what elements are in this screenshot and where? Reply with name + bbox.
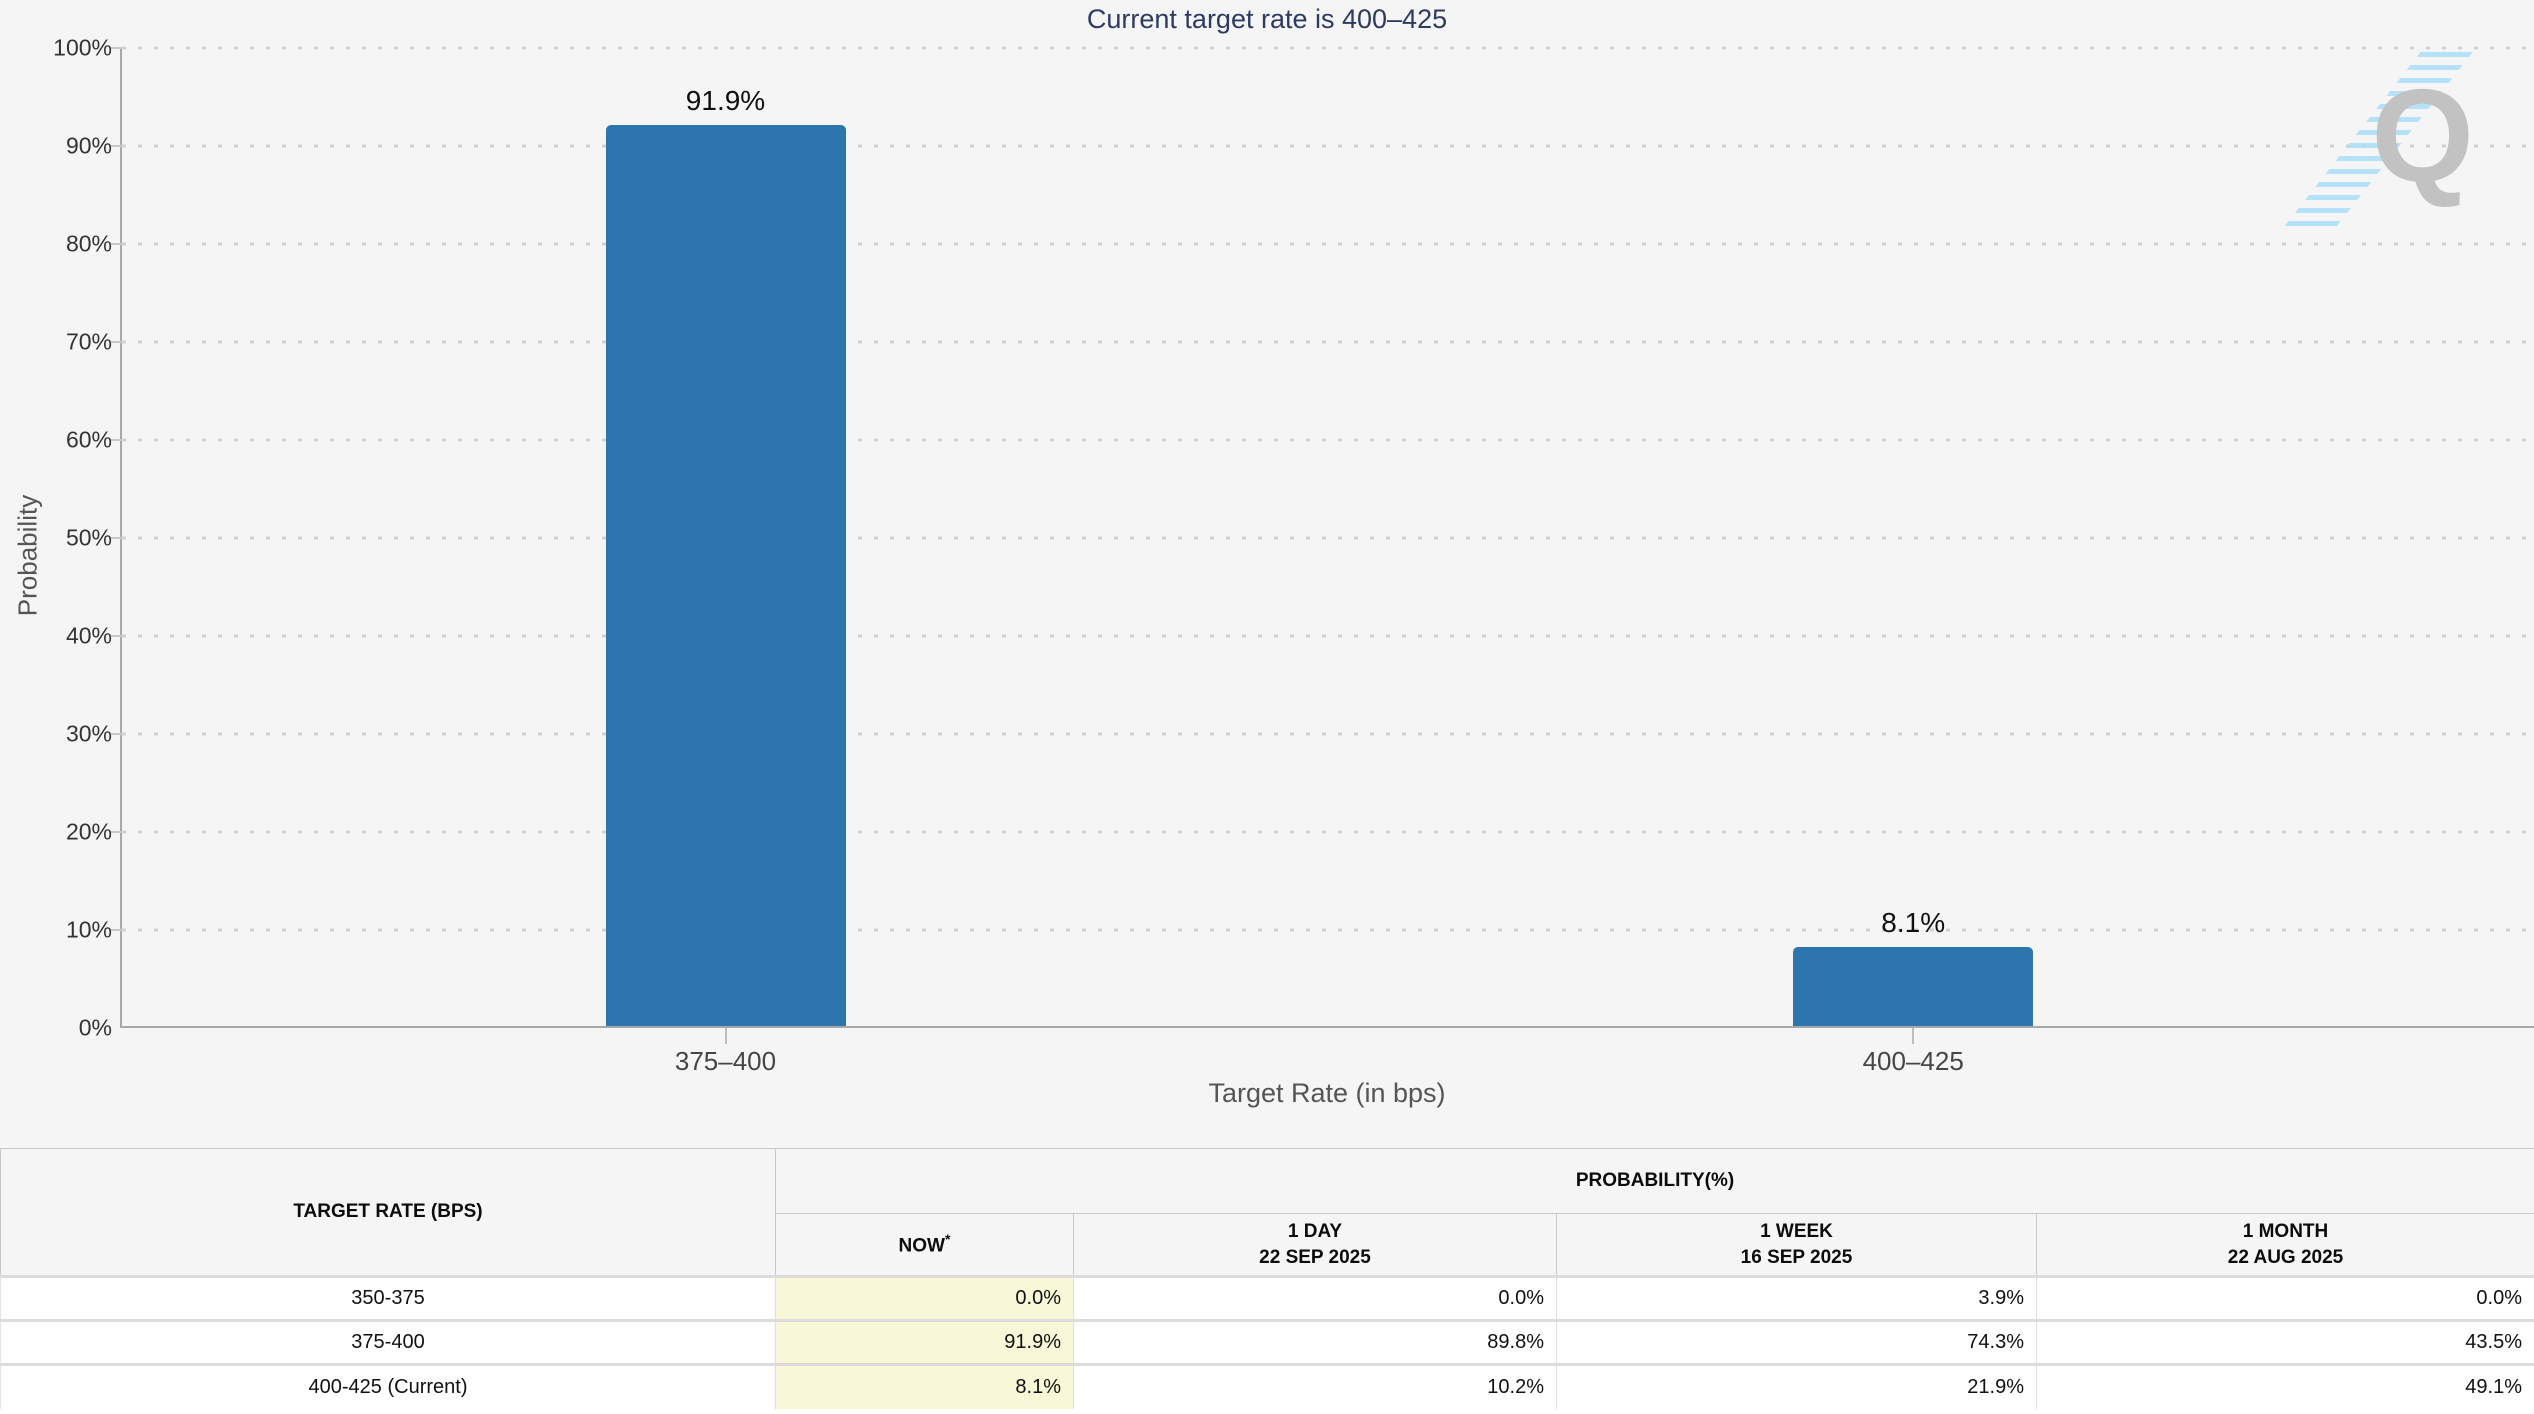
now-probability-cell: 8.1% [775,1364,1074,1409]
y-tick-label: 30% [65,720,112,747]
table-row: 400-425 (Current) 8.1% 10.2% 21.9% 49.1% [0,1364,2534,1409]
probability-table: TARGET RATE (BPS) PROBABILITY(%) NOW* 1 … [0,1148,2534,1409]
gridline [122,830,2534,834]
y-axis-tick [110,341,122,343]
gridline [122,536,2534,540]
gridline [122,144,2534,148]
gridline [122,732,2534,736]
y-axis-tick [110,243,122,245]
table-row: 350-375 0.0% 0.0% 3.9% 0.0% [0,1276,2534,1321]
column-label: 1 DAY [1287,1220,1343,1242]
now-footnote-marker: * [944,1231,951,1248]
probability-cell: 74.3% [1556,1320,2037,1365]
y-axis-title: Probability [12,494,43,617]
probability-cell: 49.1% [2035,1364,2534,1409]
x-axis-title: Target Rate (in bps) [1208,1078,1446,1108]
y-tick-label: 20% [65,818,112,845]
target-rate-cell: 375-400 [0,1320,776,1365]
y-tick-label: 0% [78,1014,112,1041]
x-tick-label: 375–400 [674,1046,777,1076]
probability-table-section: TARGET RATE (BPS) PROBABILITY(%) NOW* 1 … [0,1148,2534,1409]
logo-q-icon: Q [2371,62,2474,209]
y-tick-label: 100% [53,34,112,61]
y-tick-label: 70% [65,328,112,355]
target-rate-header: TARGET RATE (BPS) [0,1148,776,1277]
column-header-1month: 1 MONTH 22 AUG 2025 [2035,1213,2534,1277]
y-axis-tick [110,733,122,735]
y-axis-tick [110,47,122,49]
bar-value-label: 8.1% [1881,906,1946,938]
y-tick-label: 80% [65,230,112,257]
target-rate-cell: 350-375 [0,1276,776,1321]
column-header-1day: 1 DAY 22 SEP 2025 [1073,1213,1557,1277]
probability-cell: 0.0% [1073,1276,1557,1321]
probability-cell: 3.9% [1556,1276,2037,1321]
y-tick-label: 50% [65,524,112,551]
y-axis-tick [110,831,122,833]
gridline [122,46,2534,50]
gridline [122,634,2534,638]
probability-cell: 89.8% [1073,1320,1557,1365]
probability-group-header: PROBABILITY(%) [774,1148,2534,1214]
probability-cell: 43.5% [2035,1320,2534,1365]
gridline [122,242,2534,246]
gridline [122,340,2534,344]
column-date: 22 AUG 2025 [2227,1246,2344,1268]
x-axis-tick [724,1028,727,1044]
now-probability-cell: 91.9% [775,1320,1074,1365]
probability-bar-400-425[interactable] [1793,946,2034,1026]
y-tick-label: 60% [65,426,112,453]
column-label: 1 MONTH [2242,1220,2329,1242]
probability-bar-375-400[interactable] [605,125,846,1026]
x-axis-tick [1912,1028,1915,1044]
plot-area: 0% 10% 20% 30% 40% 50% 60% 70% 80% 90% 100% 91.9% 37… [53,35,2534,1076]
probability-cell: 0.0% [2035,1276,2534,1321]
y-tick-label: 40% [65,622,112,649]
gridline [122,928,2534,932]
y-tick-label: 10% [65,916,112,943]
target-rate-cell: 400-425 (Current) [0,1364,776,1409]
probability-cell: 10.2% [1073,1364,1557,1409]
gridline [122,438,2534,442]
x-tick-label: 400–425 [1862,1046,1964,1076]
bar-value-label: 91.9% [685,85,766,117]
now-probability-cell: 0.0% [775,1276,1074,1321]
y-axis-tick [110,145,122,147]
y-axis-tick [110,929,122,931]
chart-title: Current target rate is 400–425 [1086,4,1448,34]
y-axis-tick [110,635,122,637]
probability-cell: 21.9% [1556,1364,2037,1409]
y-axis-tick [110,537,122,539]
column-header-now: NOW* [775,1213,1074,1277]
table-row: 375-400 91.9% 89.8% 74.3% 43.5% [0,1320,2534,1365]
column-header-1week: 1 WEEK 16 SEP 2025 [1556,1213,2037,1277]
column-date: 16 SEP 2025 [1740,1246,1853,1268]
quikstrike-logo: Q [2283,52,2486,232]
column-label: 1 WEEK [1760,1220,1833,1242]
now-label: NOW [898,1235,945,1257]
y-tick-label: 90% [65,132,112,159]
y-axis-tick [110,439,122,441]
probability-chart: Current target rate is 400–425 Probabili… [12,4,2534,1108]
column-date: 22 SEP 2025 [1259,1246,1371,1268]
